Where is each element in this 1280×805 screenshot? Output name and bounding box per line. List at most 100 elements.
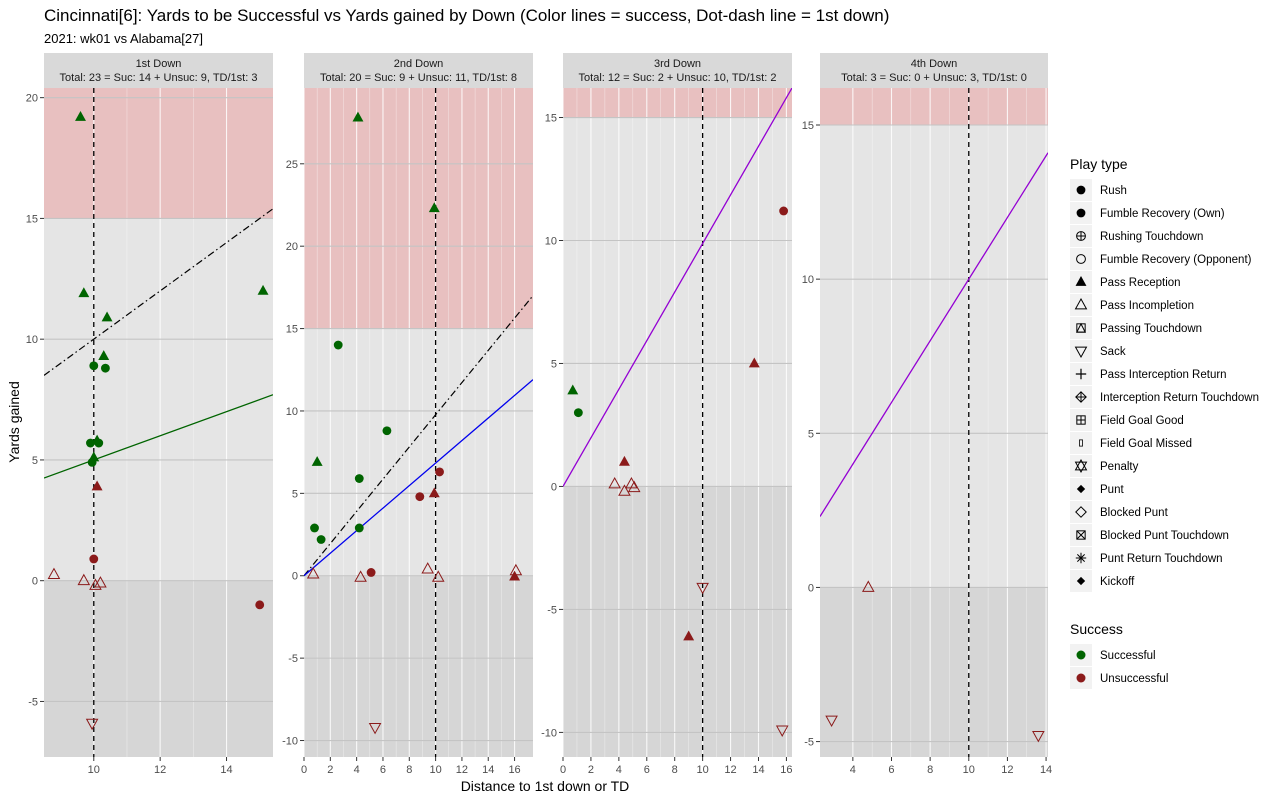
x-tick-label: 10 (697, 764, 709, 776)
x-tick-label: 8 (927, 764, 933, 776)
chart-subtitle: 2021: wk01 vs Alabama[27] (44, 31, 203, 46)
legend-item-successful: Successful (1070, 644, 1156, 666)
data-point (775, 725, 789, 737)
open-circle-icon (1076, 254, 1086, 264)
legend-key-background (1070, 317, 1092, 339)
filled-circle-icon (1076, 673, 1086, 683)
y-tick-label: 5 (32, 455, 38, 467)
legend-item-label: Unsuccessful (1100, 673, 1168, 685)
x-tick-label: 0 (560, 764, 566, 776)
y-tick-label: -5 (28, 696, 38, 708)
legend-item-label: Pass Reception (1100, 277, 1181, 289)
success-line (563, 88, 792, 487)
facet-strip-totals: Total: 3 = Suc: 0 + Unsuc: 3, TD/1st: 0 (841, 72, 1027, 84)
negative-yardage-zone (820, 587, 1048, 757)
x-tick-label: 16 (780, 764, 792, 776)
legend-item-punt: Punt (1070, 478, 1124, 500)
data-point (333, 340, 343, 350)
data-point (75, 111, 86, 121)
data-point (89, 578, 102, 590)
legend-item-interception-return-touchdown: Interception Return Touchdown (1070, 386, 1259, 408)
y-tick-label: 10 (545, 235, 557, 247)
facet-strip (44, 53, 273, 88)
data-point (98, 350, 110, 360)
square-plus-icon (1076, 415, 1086, 425)
legend-play-type-title: Play type (1070, 156, 1128, 172)
legend-key-background (1070, 248, 1092, 270)
x-tick-label: 2 (588, 764, 594, 776)
x-tick-label: 4 (616, 764, 622, 776)
data-point (89, 554, 99, 564)
y-tick-label: 25 (286, 159, 298, 171)
y-tick-label: 10 (286, 406, 298, 418)
legend-item-sack: Sack (1070, 340, 1126, 362)
legend-item-label: Successful (1100, 650, 1156, 662)
legend-item-label: Blocked Punt (1100, 507, 1169, 519)
data-point (257, 284, 269, 295)
axes: 4 6 8 10 12 14 -5 0 5 10 15 (802, 120, 1052, 776)
data-point (618, 455, 630, 466)
data-point (85, 718, 99, 731)
x-tick-label: 6 (380, 764, 386, 776)
legend-item-passing-touchdown: Passing Touchdown (1070, 317, 1202, 339)
data-point (627, 480, 641, 493)
open-triangle-icon (1074, 297, 1088, 310)
facet-panel-2: 2nd Down Total: 20 = Suc: 9 + Unsuc: 11, … (282, 53, 533, 776)
legend-item-label: Blocked Punt Touchdown (1100, 530, 1229, 542)
legend-item-field-goal-good: Field Goal Good (1070, 409, 1184, 431)
y-tick-label: -10 (541, 727, 557, 739)
x-tick-label: 2 (327, 764, 333, 776)
legend-item-pass-interception-return: Pass Interception Return (1070, 363, 1227, 385)
data-points (306, 111, 523, 735)
y-tick-label: 15 (26, 213, 38, 225)
axes: 0 2 4 6 8 10 12 14 16 -10 -5 0 5 10 15 (541, 113, 792, 776)
data-point (421, 562, 435, 574)
filled-triangle-icon (1075, 276, 1087, 286)
data-point (625, 476, 638, 489)
x-tick-label: 14 (752, 764, 764, 776)
facet-panel-3: 3rd Down Total: 12 = Suc: 2 + Unsuc: 10, … (541, 53, 793, 776)
plot-area (304, 88, 533, 757)
legend-item-punt-return-touchdown: Punt Return Touchdown (1070, 547, 1223, 569)
y-tick-label: 5 (551, 358, 557, 370)
x-tick-label: 10 (429, 764, 441, 776)
data-point (78, 287, 90, 298)
y-tick-label: 20 (286, 241, 298, 253)
legend-item-label: Sack (1100, 346, 1126, 358)
legend-item-label: Punt (1100, 484, 1124, 496)
data-point (748, 357, 760, 368)
gridlines (563, 88, 792, 757)
y-tick-label: 0 (808, 582, 814, 594)
legend-item-fumble-recovery-opponent: Fumble Recovery (Opponent) (1070, 248, 1252, 270)
filled-diamond-icon (1076, 576, 1086, 586)
y-tick-label: 20 (26, 93, 38, 105)
legend-key-background (1070, 340, 1092, 362)
data-point (86, 438, 95, 448)
data-point (354, 474, 364, 483)
asterisk-icon (1075, 552, 1087, 564)
legend-item-pass-incompletion: Pass Incompletion (1070, 294, 1194, 316)
data-point (354, 570, 367, 582)
facet-strip (563, 53, 792, 88)
legend-item-label: Fumble Recovery (Own) (1100, 208, 1225, 220)
data-point (696, 582, 709, 595)
y-tick-label: 10 (26, 334, 38, 346)
star-of-david-icon (1074, 458, 1088, 474)
data-point (1032, 731, 1045, 743)
y-tick-label: 5 (808, 428, 814, 440)
legend-item-label: Passing Touchdown (1100, 323, 1202, 335)
negative-yardage-zone (44, 580, 273, 757)
legend-item-rushing-touchdown: Rushing Touchdown (1070, 225, 1203, 247)
x-tick-label: 14 (482, 764, 494, 776)
y-tick-label: 15 (286, 324, 298, 336)
data-point (88, 451, 100, 462)
success-line (304, 379, 533, 577)
data-point (47, 567, 61, 580)
data-point (366, 568, 376, 577)
data-point (354, 523, 364, 533)
facet-strip-title: 4th Down (911, 58, 957, 70)
plot-area (44, 88, 273, 757)
data-point (428, 202, 440, 213)
x-tick-label: 12 (724, 764, 736, 776)
data-point (94, 438, 104, 448)
